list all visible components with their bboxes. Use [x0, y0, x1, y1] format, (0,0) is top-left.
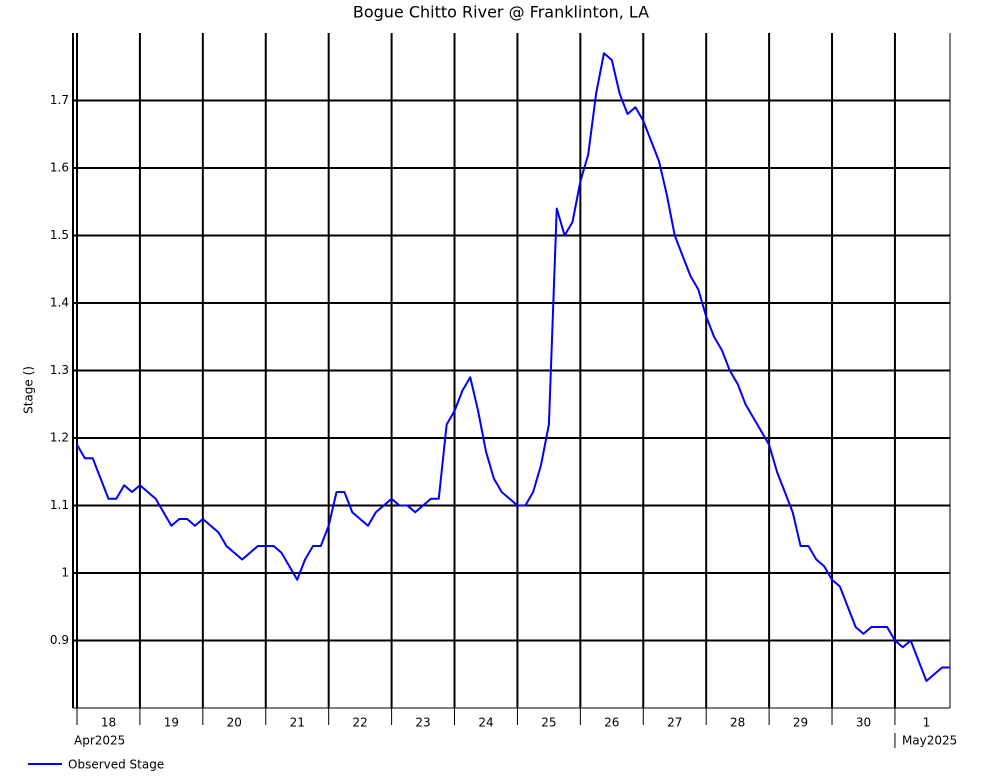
x-tick-label: 19	[164, 716, 179, 730]
x-tick-label: 18	[101, 716, 116, 730]
y-tick-label: 1.3	[50, 363, 69, 377]
x-tick-label: 22	[352, 716, 367, 730]
x-tick-label: 27	[667, 716, 682, 730]
y-tick-label: 1.4	[50, 296, 69, 310]
month-label: May2025	[902, 734, 957, 748]
y-tick-label: 1.6	[50, 161, 69, 175]
y-tick-label: 0.9	[50, 633, 69, 647]
y-tick-label: 1.1	[50, 498, 69, 512]
x-tick-label: 1	[923, 716, 931, 730]
x-tick-label: 25	[541, 716, 556, 730]
x-tick-label: 20	[227, 716, 242, 730]
x-tick-label: 30	[856, 716, 871, 730]
x-tick-label: 23	[415, 716, 430, 730]
y-tick-label: 1.5	[50, 228, 69, 242]
x-tick-label: 24	[478, 716, 493, 730]
y-axis-label: Stage ()	[22, 366, 36, 414]
x-tick-label: 21	[290, 716, 305, 730]
x-tick-label: 26	[604, 716, 619, 730]
data-line	[76, 52, 950, 682]
y-tick-label: 1.7	[50, 93, 69, 107]
month-label: Apr2025	[74, 734, 125, 748]
x-tick-label: 28	[730, 716, 745, 730]
x-tick-label: 29	[793, 716, 808, 730]
legend-label: Observed Stage	[68, 758, 164, 772]
y-tick-label: 1	[61, 566, 69, 580]
y-tick-label: 1.2	[50, 431, 69, 445]
chart-title: Bogue Chitto River @ Franklinton, LA	[353, 3, 649, 22]
